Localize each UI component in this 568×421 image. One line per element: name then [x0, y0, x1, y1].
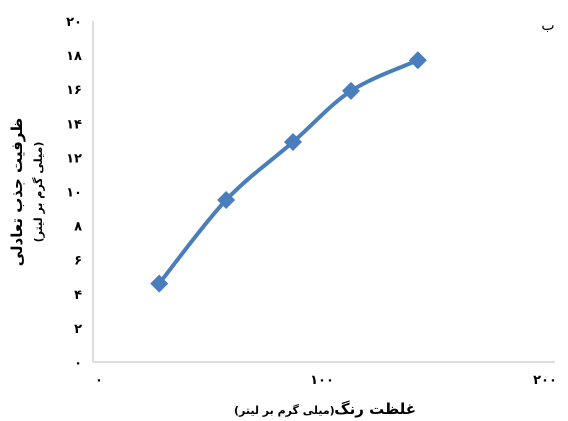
y-tick-label: ۶: [74, 254, 82, 269]
y-tick-label: ۴: [74, 288, 82, 303]
y-tick-label: ۲۰: [66, 15, 82, 30]
panel-label: ب: [541, 18, 554, 34]
x-tick-label: ۱۰۰: [310, 373, 334, 388]
series-line: [157, 58, 420, 286]
data-markers: [150, 51, 427, 293]
y-tick-label: ۰: [74, 356, 82, 371]
y-tick-label: ۱۸: [66, 49, 82, 64]
data-point-marker: [150, 274, 169, 293]
y-axis-title-main: ظرفیت جذب تعادلی: [8, 118, 26, 267]
y-tick-label: ۸: [74, 220, 82, 235]
x-axis-title: غلظت رنگ (میلی گرم بر لیتر): [234, 399, 416, 418]
y-tick-label: ۱۴: [66, 117, 82, 132]
y-tick-label: ۲: [74, 322, 82, 337]
x-tick-labels: ۰ ۱۰۰ ۲۰۰: [95, 373, 557, 388]
y-tick-label: ۱۲: [66, 151, 82, 166]
data-point-marker: [341, 81, 360, 100]
y-tick-labels: ۰ ۲ ۴ ۶ ۸ ۱۰ ۱۲ ۱۴ ۱۶ ۱۸ ۲۰: [66, 15, 82, 371]
y-tick-label: ۱۶: [66, 83, 82, 98]
x-axis-title-unit: (میلی گرم بر لیتر): [234, 404, 335, 417]
y-axis-title-unit: (میلی گرم بر لیتر): [32, 142, 45, 243]
x-axis-title-main: غلظت رنگ: [334, 400, 416, 418]
data-point-marker: [284, 133, 303, 152]
x-tick-label: ۲۰۰: [533, 373, 557, 388]
data-point-marker: [408, 51, 427, 70]
x-tick-label: ۰: [95, 373, 103, 388]
data-point-marker: [217, 191, 236, 210]
y-tick-label: ۱۰: [66, 186, 82, 201]
